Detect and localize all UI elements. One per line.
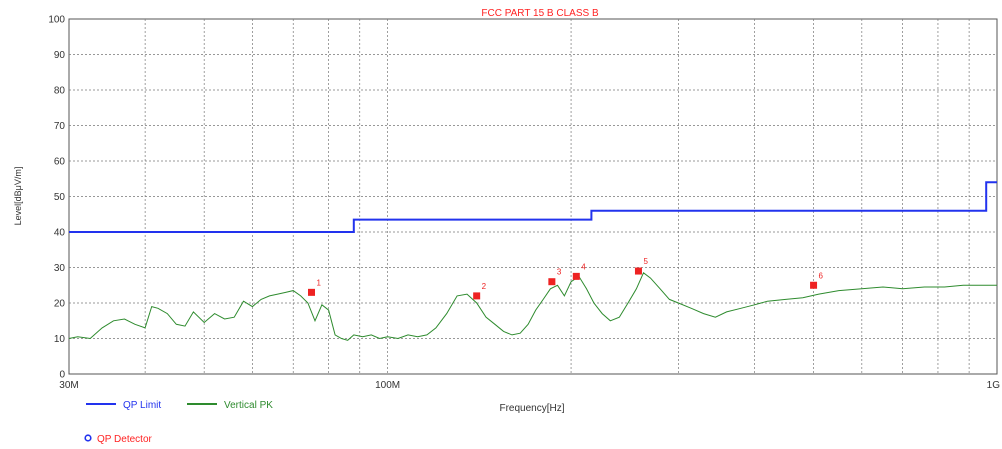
- x-tick-label: 100M: [375, 380, 400, 391]
- y-tick-label: 40: [54, 228, 66, 239]
- legend-label-vertical-pk: Vertical PK: [224, 400, 273, 411]
- chart-title: FCC PART 15 B CLASS B: [481, 8, 599, 19]
- y-tick-label: 10: [54, 334, 66, 345]
- y-axis-ticks: 0 10 20 30 40 50 60 70 80 90 100: [48, 15, 65, 381]
- marker-label: 3: [557, 268, 562, 277]
- y-tick-label: 0: [59, 370, 65, 381]
- x-axis-label: Frequency[Hz]: [499, 403, 564, 414]
- marker-points: 1 2 3 4 5 6: [307, 257, 824, 300]
- y-tick-label: 50: [54, 192, 66, 203]
- vertical-pk-line: [68, 272, 997, 341]
- y-tick-label: 30: [54, 263, 66, 274]
- x-axis-ticks: 30M 100M 1G: [59, 380, 1000, 391]
- marker-label: 4: [581, 262, 586, 271]
- y-tick-label: 70: [54, 121, 66, 132]
- marker-square: [572, 272, 580, 280]
- x-tick-label: 30M: [59, 380, 78, 391]
- marker-square: [634, 267, 642, 275]
- marker-square: [810, 281, 818, 289]
- marker-label: 5: [643, 257, 648, 266]
- legend-label-qp-detector: QP Detector: [97, 434, 153, 445]
- y-tick-label: 100: [48, 15, 65, 26]
- qp-limit-line: [69, 181, 997, 233]
- y-tick-label: 20: [54, 299, 66, 310]
- marker-square: [307, 288, 315, 296]
- marker-label: 2: [482, 282, 487, 291]
- y-tick-label: 80: [54, 86, 66, 97]
- marker-square: [548, 278, 556, 286]
- qp-detector-icon: [84, 434, 92, 442]
- marker-label: 6: [819, 271, 824, 280]
- legend: QP Limit Vertical PK QP Detector: [84, 400, 273, 445]
- grid-lines: [69, 19, 997, 374]
- legend-label-qp-limit: QP Limit: [123, 400, 161, 411]
- y-axis-label: Level[dBμV/m]: [13, 167, 23, 226]
- series-lines: [68, 181, 997, 341]
- y-tick-label: 90: [54, 50, 66, 61]
- x-tick-label: 1G: [987, 380, 1001, 391]
- y-tick-label: 60: [54, 157, 66, 168]
- marker-label: 1: [316, 278, 321, 287]
- marker-square: [473, 292, 481, 300]
